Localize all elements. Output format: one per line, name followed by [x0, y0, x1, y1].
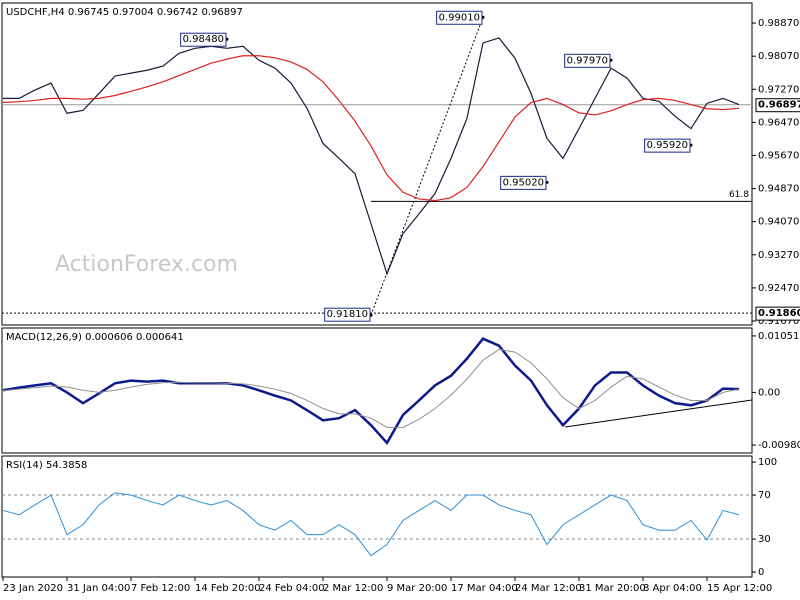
label-box	[324, 307, 371, 322]
y-tick-label: 30	[758, 534, 771, 545]
annotation-label: 0.99010	[439, 12, 480, 23]
series-line	[2, 492, 740, 557]
x-tick-label: 17 Mar 04:00	[451, 583, 518, 594]
y-tick-label: 0.94870	[758, 184, 799, 195]
trendline	[564, 399, 753, 428]
level-label: 0.96897	[758, 100, 800, 111]
x-tick-label: 31 Jan 04:00	[67, 583, 130, 594]
x-tick-label: 31 Mar 20:00	[579, 583, 646, 594]
y-tick-label: 0.94070	[758, 217, 799, 228]
annotation-label: 0.95920	[647, 140, 688, 151]
y-tick-label: 0.010513	[758, 331, 800, 342]
panel-title: USDCHF,H4 0.96745 0.97004 0.96742 0.9689…	[6, 7, 243, 18]
level-label: 0.91860	[758, 308, 800, 319]
y-tick-label: 0.97270	[758, 84, 799, 95]
x-tick-label: 23 Jan 2020	[3, 583, 63, 594]
annotation-label: 0.97970	[567, 55, 608, 66]
x-tick-label: 7 Feb 12:00	[131, 583, 190, 594]
series-line	[2, 348, 740, 428]
y-tick-label: -0.009804	[758, 440, 800, 451]
series-line	[2, 337, 740, 446]
label-box	[755, 306, 800, 321]
x-tick-label: 15 Apr 12:00	[707, 583, 772, 594]
y-tick-label: 0.98070	[758, 51, 799, 62]
x-tick-label: 24 Mar 12:00	[515, 583, 582, 594]
series-line	[2, 55, 740, 202]
label-box	[755, 98, 800, 113]
x-tick-label: 8 Apr 04:00	[643, 583, 702, 594]
x-tick-label: 2 Mar 12:00	[323, 583, 383, 594]
x-tick-label: 24 Feb 04:00	[259, 583, 325, 594]
label-box	[436, 10, 483, 25]
y-tick-label: 0.98870	[758, 18, 799, 29]
y-tick-label: 0.91670	[758, 316, 799, 327]
y-tick-label: 0.96470	[758, 117, 799, 128]
series-line	[3, 37, 740, 276]
panel-frame	[1, 455, 753, 578]
x-tick-label: 9 Mar 20:00	[387, 583, 447, 594]
label-box	[180, 32, 227, 47]
y-tick-label: 0.92470	[758, 283, 799, 294]
y-tick-label: 0.93270	[758, 250, 799, 261]
fib-label: 61.8	[729, 190, 749, 200]
panel-frame	[1, 327, 753, 454]
panel-title: RSI(14) 54.3858	[6, 460, 87, 471]
annotation-label: 0.95020	[503, 177, 544, 188]
label-box	[644, 138, 691, 153]
y-tick-label: 0.95670	[758, 150, 799, 161]
label-box	[564, 53, 611, 68]
panel-title: MACD(12,26,9) 0.000606 0.000641	[6, 332, 184, 343]
y-tick-label: 0	[758, 567, 764, 578]
panel-frame	[1, 2, 753, 326]
watermark: ActionForex.com	[55, 252, 238, 277]
y-tick-label: 0.00	[758, 387, 780, 398]
y-tick-label: 70	[758, 490, 771, 501]
annotation-label: 0.91810	[327, 309, 368, 320]
label-box	[500, 175, 547, 190]
x-tick-label: 14 Feb 20:00	[195, 583, 261, 594]
y-tick-label: 100	[758, 457, 777, 468]
annotation-label: 0.98480	[183, 34, 224, 45]
